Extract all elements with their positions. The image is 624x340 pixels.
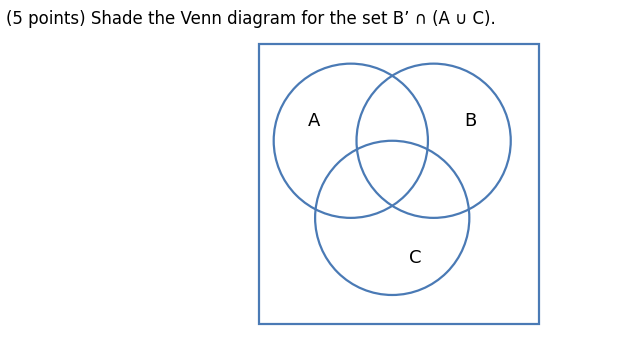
Text: A: A — [308, 112, 320, 130]
Text: C: C — [409, 249, 421, 267]
Text: (5 points) Shade the Venn diagram for the set B’ ∩ (A ∪ C).: (5 points) Shade the Venn diagram for th… — [6, 10, 496, 28]
Text: B: B — [465, 112, 477, 130]
